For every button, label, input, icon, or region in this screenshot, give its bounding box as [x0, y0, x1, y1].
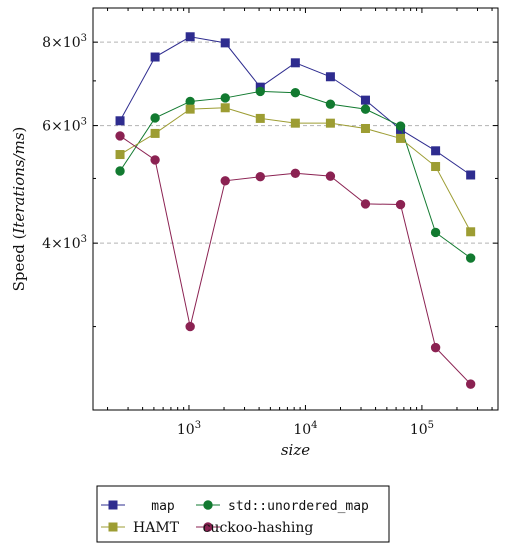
- data-point-std-unordered-map: [115, 166, 125, 176]
- data-point-map: [115, 116, 125, 126]
- data-point-cuckoo-hashing: [255, 172, 265, 182]
- legend-label: cuckoo-hashing: [203, 520, 314, 536]
- data-point-std-unordered-map: [395, 121, 406, 131]
- y-tick-label: 8×103: [42, 33, 87, 51]
- data-point-cuckoo-hashing: [290, 168, 301, 178]
- data-point-hamt: [220, 103, 230, 113]
- data-point-cuckoo-hashing: [220, 176, 230, 186]
- data-point-map: [466, 170, 476, 180]
- legend-item-map: map: [101, 499, 175, 514]
- data-point-cuckoo-hashing: [465, 379, 476, 389]
- series-line-map: [119, 36, 471, 176]
- data-point-cuckoo-hashing: [395, 199, 406, 210]
- legend-label: map: [151, 499, 175, 514]
- data-point-map: [150, 52, 160, 62]
- x-axis-label-text: size: [281, 441, 310, 459]
- legend-box: [96, 485, 390, 543]
- data-point-std-unordered-map: [220, 93, 230, 103]
- data-point-hamt: [185, 104, 195, 114]
- data-point-map: [185, 32, 195, 42]
- data-point-std-unordered-map: [360, 104, 371, 114]
- legend-marker: [203, 500, 213, 510]
- y-axis-label-text: Speed (Iterations/ms): [10, 127, 28, 292]
- data-point-map: [431, 146, 441, 156]
- legend-marker: [108, 500, 118, 510]
- data-point-map: [290, 58, 300, 68]
- legend-label: HAMT: [133, 520, 180, 536]
- data-point-hamt: [325, 118, 335, 128]
- data-point-std-unordered-map: [255, 86, 265, 97]
- data-point-hamt: [396, 133, 406, 143]
- legend-label: std::unordered_map: [228, 499, 369, 514]
- legend-item-cuckoo-hashing: cuckoo-hashing: [196, 520, 313, 536]
- legend-marker: [108, 522, 118, 532]
- data-point-cuckoo-hashing: [150, 155, 160, 165]
- x-axis-label: size: [281, 441, 310, 459]
- data-point-cuckoo-hashing: [115, 131, 125, 141]
- series: [115, 32, 476, 389]
- y-axis-label: Speed (Iterations/ms): [10, 127, 28, 292]
- x-tick-label: 103: [177, 420, 201, 438]
- data-point-hamt: [466, 227, 476, 237]
- data-point-cuckoo-hashing: [360, 199, 371, 209]
- data-point-map: [360, 95, 370, 105]
- data-point-hamt: [431, 162, 441, 172]
- y-tick-label: 6×103: [42, 117, 87, 135]
- data-point-hamt: [255, 113, 265, 123]
- plot-area: [92, 7, 499, 411]
- legend-marker: [203, 522, 213, 532]
- data-point-hamt: [290, 118, 300, 128]
- data-point-cuckoo-hashing: [185, 321, 195, 332]
- x-tick-label: 104: [293, 420, 317, 438]
- data-point-cuckoo-hashing: [430, 342, 441, 353]
- x-tick-label: 105: [410, 420, 434, 438]
- data-point-std-unordered-map: [150, 113, 160, 123]
- data-point-std-unordered-map: [430, 227, 441, 238]
- data-point-hamt: [115, 150, 125, 160]
- series-cuckoo-hashing: [115, 131, 476, 389]
- series-map: [115, 32, 476, 180]
- data-point-std-unordered-map: [185, 96, 195, 107]
- legend-item-hamt: HAMT: [101, 520, 180, 536]
- y-tick-label: 4×103: [42, 234, 87, 252]
- data-point-map: [220, 38, 230, 48]
- data-point-std-unordered-map: [325, 99, 336, 109]
- axis-ticks: 4×103 6×103 8×103 103 104 105: [42, 7, 498, 438]
- data-point-hamt: [150, 128, 160, 138]
- data-point-map: [325, 72, 335, 82]
- series-std-unordered-map: [115, 86, 476, 263]
- data-point-cuckoo-hashing: [325, 171, 336, 181]
- data-point-std-unordered-map: [465, 253, 476, 263]
- grid-lines: [93, 41, 498, 244]
- series-hamt: [115, 103, 476, 237]
- legend-item-std-unordered-map: std::unordered_map: [196, 499, 369, 514]
- data-point-hamt: [360, 123, 370, 133]
- data-point-std-unordered-map: [290, 88, 301, 98]
